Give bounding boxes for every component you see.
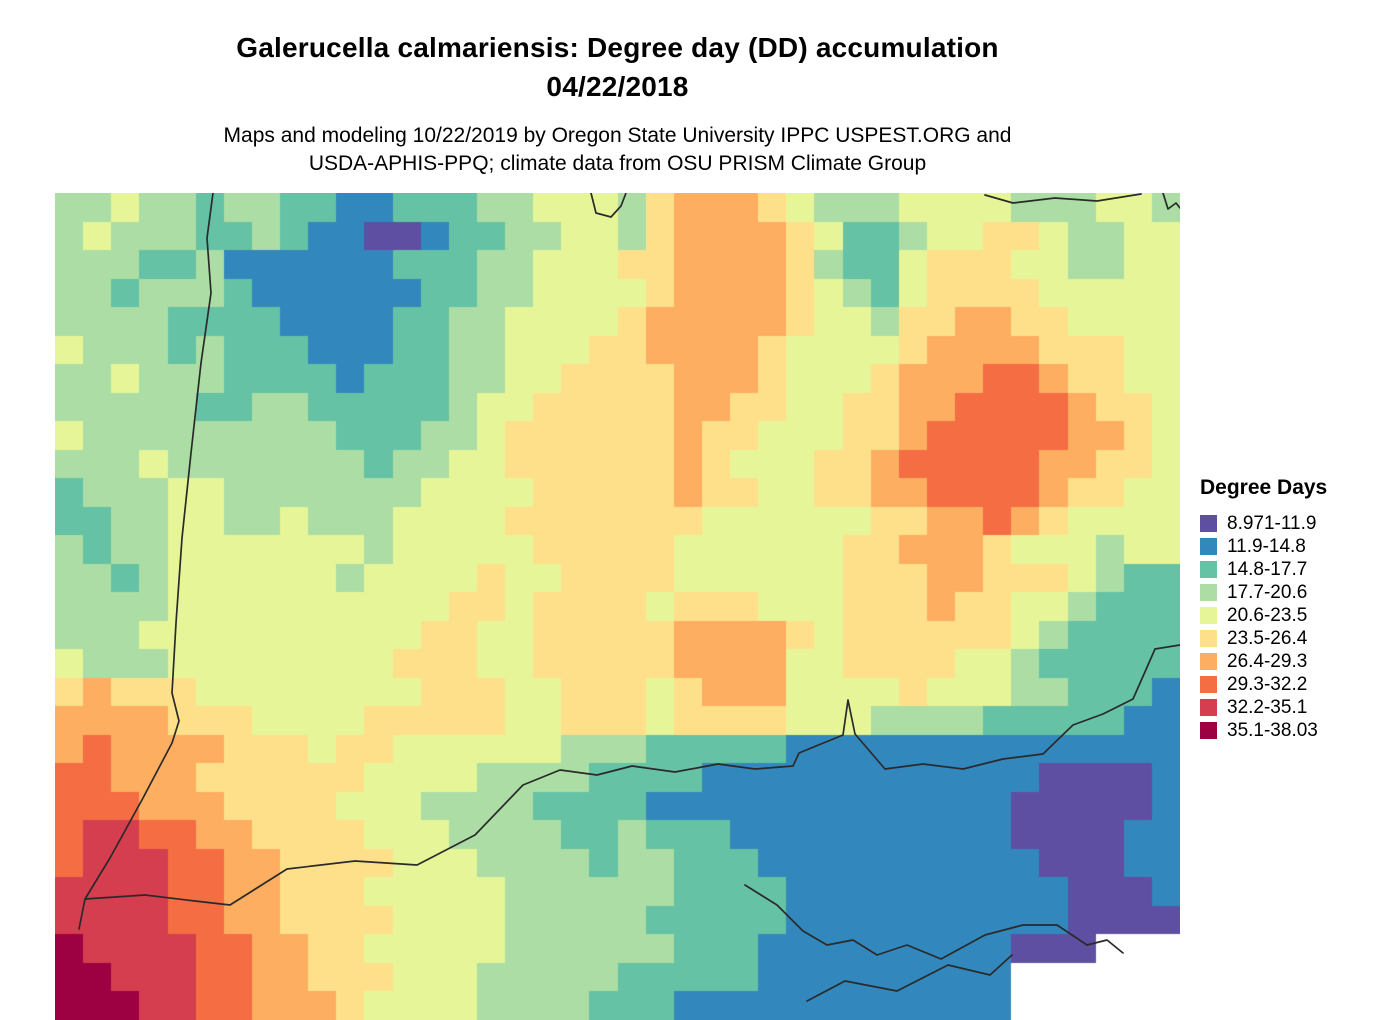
legend-label: 26.4-29.3 bbox=[1227, 651, 1308, 672]
legend-label: 14.8-17.7 bbox=[1227, 559, 1308, 580]
legend-item: 17.7-20.6 bbox=[1200, 581, 1390, 604]
legend: Degree Days 8.971-11.9 11.9-14.8 14.8-17.7… bbox=[1200, 476, 1390, 742]
legend-label: 8.971-11.9 bbox=[1227, 513, 1317, 534]
legend-swatch bbox=[1200, 630, 1217, 647]
legend-item: 32.2-35.1 bbox=[1200, 696, 1390, 719]
raster-heatmap bbox=[55, 193, 1180, 1020]
legend-title: Degree Days bbox=[1200, 476, 1328, 499]
legend-label: 17.7-20.6 bbox=[1227, 582, 1308, 603]
legend-swatch bbox=[1200, 515, 1217, 532]
degree-day-map bbox=[55, 193, 1180, 1020]
legend-item: 20.6-23.5 bbox=[1200, 604, 1390, 627]
legend-item: 29.3-32.2 bbox=[1200, 673, 1390, 696]
legend-item: 8.971-11.9 bbox=[1200, 512, 1390, 535]
legend-swatch bbox=[1200, 676, 1217, 693]
legend-item: 23.5-26.4 bbox=[1200, 627, 1390, 650]
legend-item: 26.4-29.3 bbox=[1200, 650, 1390, 673]
legend-items: 8.971-11.9 11.9-14.8 14.8-17.7 17.7-20.6 20.… bbox=[1200, 512, 1390, 742]
legend-item: 11.9-14.8 bbox=[1200, 535, 1390, 558]
figure-date: 04/22/2018 bbox=[546, 71, 689, 102]
legend-label: 35.1-38.03 bbox=[1227, 720, 1318, 741]
legend-label: 23.5-26.4 bbox=[1227, 628, 1308, 649]
legend-label: 32.2-35.1 bbox=[1227, 697, 1308, 718]
legend-item: 35.1-38.03 bbox=[1200, 719, 1390, 742]
legend-swatch bbox=[1200, 561, 1217, 578]
legend-swatch bbox=[1200, 653, 1217, 670]
figure-header: Galerucella calmariensis: Degree day (DD… bbox=[55, 28, 1180, 178]
legend-swatch bbox=[1200, 584, 1217, 601]
legend-label: 11.9-14.8 bbox=[1227, 536, 1306, 557]
figure-credits-line1: Maps and modeling 10/22/2019 by Oregon S… bbox=[223, 124, 1012, 147]
legend-swatch bbox=[1200, 538, 1217, 555]
legend-label: 20.6-23.5 bbox=[1227, 605, 1308, 626]
legend-swatch bbox=[1200, 699, 1217, 716]
figure-credits-line2: USDA-APHIS-PPQ; climate data from OSU PR… bbox=[308, 152, 927, 175]
legend-label: 29.3-32.2 bbox=[1227, 674, 1308, 695]
legend-swatch bbox=[1200, 722, 1217, 739]
legend-swatch bbox=[1200, 607, 1217, 624]
figure-title: Galerucella calmariensis: Degree day (DD… bbox=[236, 32, 999, 63]
legend-item: 14.8-17.7 bbox=[1200, 558, 1390, 581]
figure-credits: Maps and modeling 10/22/2019 by Oregon S… bbox=[55, 122, 1180, 178]
